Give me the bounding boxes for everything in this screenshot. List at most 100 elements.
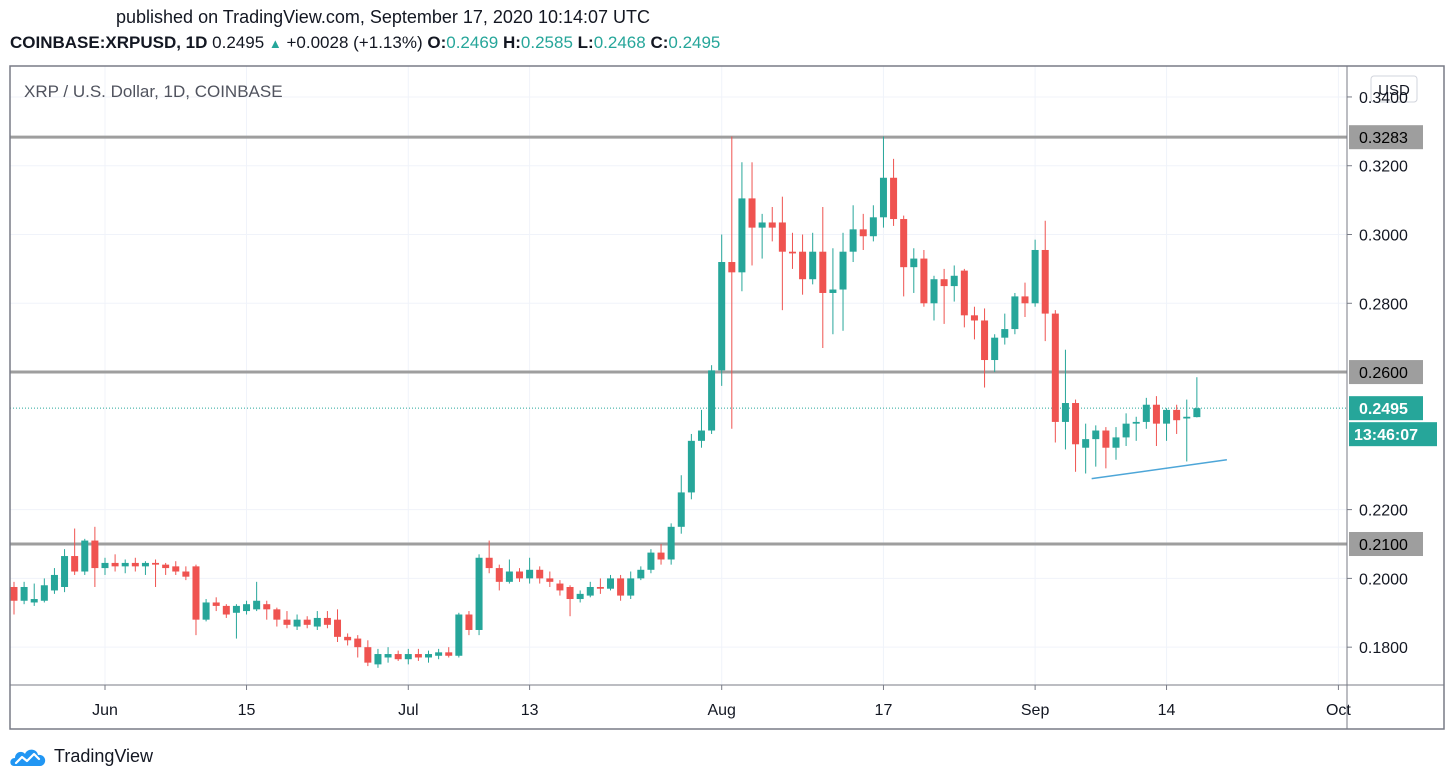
level-label-box	[1349, 532, 1423, 557]
candle	[495, 564, 503, 591]
last-price-box	[1349, 396, 1423, 421]
candle-body	[384, 654, 392, 658]
published-line: published on TradingView.com, September …	[116, 7, 651, 27]
candle	[1051, 310, 1059, 443]
candle	[950, 265, 958, 302]
candle	[81, 538, 89, 575]
candle	[677, 475, 685, 534]
candle	[1041, 220, 1049, 342]
candle	[475, 554, 483, 636]
candle	[829, 248, 837, 335]
high-value: 0.2585	[520, 33, 573, 52]
price-axis[interactable]: 0.3400 0.3200 0.3000 0.2800 0.2200 0.2000 0.18…	[1347, 90, 1408, 657]
candle	[879, 136, 887, 228]
footer-brand: TradingView	[54, 745, 154, 766]
candle-body	[991, 337, 999, 361]
time-tick-label: 15	[238, 702, 256, 719]
candle-body	[101, 562, 109, 569]
candle-body	[323, 617, 331, 625]
candle-body	[758, 222, 766, 228]
level-label-box	[1349, 360, 1423, 385]
candle-body	[141, 562, 149, 567]
candle	[768, 206, 776, 242]
candle-body	[344, 636, 352, 641]
candle-body	[91, 540, 99, 569]
candle	[344, 633, 352, 646]
candle-body	[374, 654, 382, 665]
candle-body	[556, 583, 564, 591]
time-axis[interactable]: Jun 15 Jul 13 Aug 17 Sep 14 Oct	[92, 685, 1351, 719]
candle	[697, 409, 705, 448]
candle	[647, 549, 655, 574]
candle-body	[30, 599, 38, 603]
time-tick-label: 13	[521, 702, 539, 719]
candle	[505, 559, 513, 584]
candle-body	[273, 609, 281, 620]
level-label-box	[1349, 125, 1423, 150]
candle-body	[71, 556, 79, 572]
change-up-arrow-icon: ▲	[268, 36, 282, 51]
candle-body	[576, 593, 584, 600]
candle	[596, 578, 604, 594]
candle-body	[1061, 403, 1069, 422]
candle-body	[1142, 404, 1150, 422]
candle-body	[182, 571, 190, 577]
candle	[323, 611, 331, 629]
candle	[91, 526, 99, 587]
candle-body	[192, 566, 200, 620]
open-label: O:	[427, 33, 447, 52]
candle-body	[414, 654, 422, 658]
candle	[445, 647, 453, 658]
symbol-label[interactable]: COINBASE:XRPUSD, 1D	[10, 33, 208, 52]
candle-body	[465, 614, 473, 630]
candle	[283, 611, 291, 629]
candle-body	[455, 614, 463, 656]
candle-body	[586, 586, 594, 596]
candle	[20, 581, 28, 605]
candle	[617, 574, 625, 601]
candle	[465, 611, 473, 636]
candle-body	[788, 251, 796, 254]
candle-body	[708, 370, 716, 431]
candle-body	[687, 440, 695, 493]
candle-body	[20, 586, 28, 601]
candle	[414, 648, 422, 661]
price-tick-label: 0.2000	[1359, 571, 1408, 588]
candle-body	[1122, 423, 1130, 438]
candle	[222, 604, 230, 618]
candle-body	[809, 251, 817, 280]
candle-body	[40, 585, 48, 601]
candle-body	[849, 229, 857, 252]
price-tick-label: 0.2200	[1359, 503, 1408, 520]
candle-body	[677, 492, 685, 527]
candle	[1031, 239, 1039, 307]
last-price-label: 0.2495	[1359, 401, 1408, 418]
candle	[799, 234, 807, 295]
candle-body	[162, 564, 170, 569]
candle	[374, 648, 382, 668]
candle	[354, 635, 362, 658]
candle-body	[940, 279, 948, 287]
currency-button[interactable]: USD	[1370, 75, 1418, 103]
candle	[576, 590, 584, 603]
candle-body	[627, 578, 635, 596]
close-value: 0.2495	[668, 33, 721, 52]
candle	[435, 648, 443, 660]
candle-body	[970, 315, 978, 321]
trendline[interactable]	[1091, 459, 1227, 480]
candle	[455, 612, 463, 658]
time-tick-label: Jun	[92, 702, 118, 719]
candle-body	[263, 604, 271, 610]
candle	[900, 215, 908, 297]
candle-body	[768, 222, 776, 228]
candle-body	[283, 619, 291, 625]
candle-body	[394, 654, 402, 660]
candle	[232, 604, 240, 639]
candle-body	[152, 562, 160, 565]
ohlc-legend: COINBASE:XRPUSD, 1D 0.2495 ▲ +0.0028 (+1…	[10, 33, 720, 53]
candle	[273, 607, 281, 627]
candle	[50, 568, 58, 594]
candle-body	[334, 619, 342, 637]
candle	[526, 557, 534, 584]
